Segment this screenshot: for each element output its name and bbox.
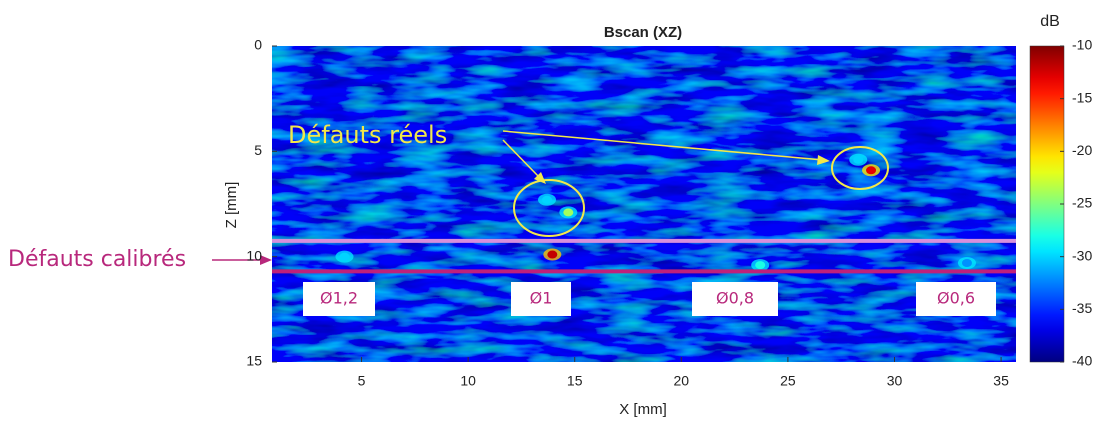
diameter-label: Ø1 xyxy=(530,289,553,308)
arrow xyxy=(502,139,541,179)
x-tick-label: 35 xyxy=(993,373,1009,389)
hotspot-core xyxy=(866,166,877,175)
hotspot-core xyxy=(339,252,350,261)
hotspot xyxy=(335,250,354,263)
y-tick-label: 15 xyxy=(246,353,262,369)
colorbar-tick-label: -35 xyxy=(1072,300,1092,316)
hotspot xyxy=(559,206,578,219)
hotspot xyxy=(862,164,881,177)
calibrated-defects-label: Défauts calibrés xyxy=(8,247,186,272)
hotspot-core xyxy=(755,261,766,270)
hotspot xyxy=(543,248,562,261)
hotspot xyxy=(957,256,976,269)
y-tick-label: 5 xyxy=(254,142,262,158)
defect-circle xyxy=(831,146,889,190)
real-defects-label: Défauts réels xyxy=(288,121,447,149)
arrow-head xyxy=(260,255,272,265)
hotspot-core xyxy=(961,258,972,267)
label-box xyxy=(916,282,996,316)
arrow xyxy=(502,130,824,161)
diameter-label: Ø0,6 xyxy=(937,289,975,308)
colorbar-tick-label: -25 xyxy=(1072,195,1092,211)
colorbar-tick-label: -20 xyxy=(1072,142,1092,158)
chart-title: Bscan (XZ) xyxy=(604,24,682,41)
y-tick-label: 10 xyxy=(246,247,262,263)
x-tick-label: 10 xyxy=(460,373,476,389)
colorbar-label: dB xyxy=(1040,13,1060,30)
label-box xyxy=(511,282,571,316)
x-tick-label: 25 xyxy=(780,373,796,389)
arrow-head xyxy=(817,155,830,165)
colorbar-tick-label: -15 xyxy=(1072,89,1092,105)
scan-texture xyxy=(272,46,1016,362)
hotspot-core xyxy=(853,155,864,164)
colorbar-tick-label: -10 xyxy=(1072,37,1092,53)
x-tick-label: 20 xyxy=(674,373,690,389)
hotspot-core xyxy=(542,195,553,204)
defect-circle xyxy=(513,179,585,237)
hotspot xyxy=(751,259,770,272)
hotspot-core xyxy=(547,250,558,259)
hotspot xyxy=(538,193,557,206)
colorbar xyxy=(1029,45,1065,363)
label-box xyxy=(303,282,375,316)
x-tick-label: 15 xyxy=(567,373,583,389)
colorbar-tick-label: -40 xyxy=(1072,353,1092,369)
label-box xyxy=(692,282,778,316)
hotspot xyxy=(849,153,868,166)
x-axis-label: X [mm] xyxy=(619,401,667,418)
y-axis-label: Z [mm] xyxy=(223,182,240,229)
diameter-label: Ø0,8 xyxy=(716,289,754,308)
hotspot-core xyxy=(563,208,574,217)
x-tick-label: 30 xyxy=(887,373,903,389)
y-tick-label: 0 xyxy=(254,37,262,53)
x-tick-label: 5 xyxy=(358,373,366,389)
diameter-label: Ø1,2 xyxy=(320,289,358,308)
annotations: Défauts réels Défauts calibrés Ø1,2 Ø1 Ø… xyxy=(8,121,996,316)
colorbar-tick-label: -30 xyxy=(1072,247,1092,263)
